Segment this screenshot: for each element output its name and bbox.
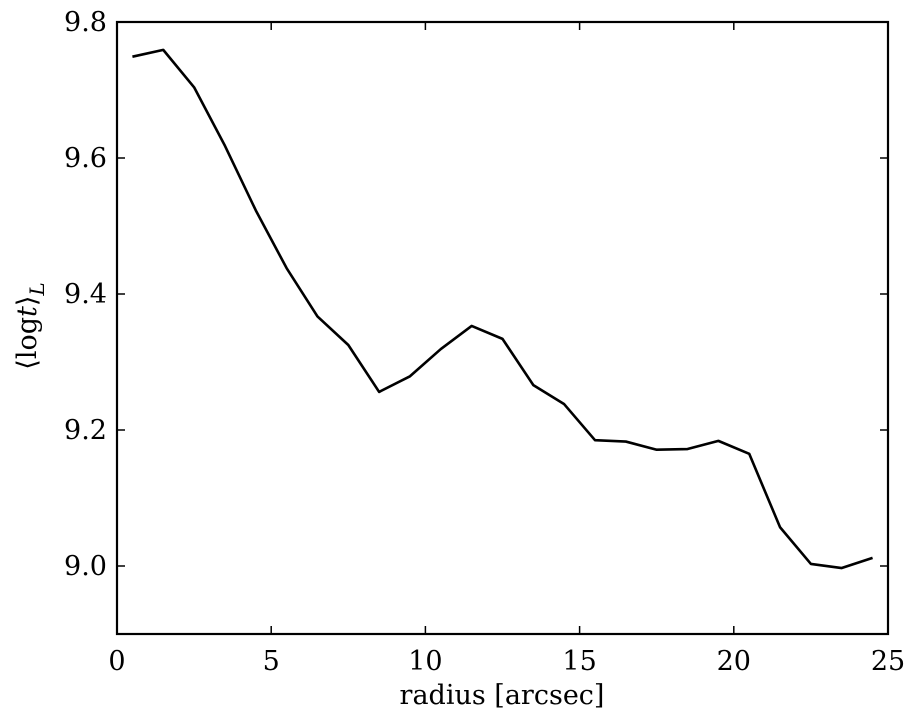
x-tick-label: 15 (562, 646, 596, 677)
axis-ticks (116, 21, 889, 634)
x-tick-label: 20 (717, 646, 751, 677)
tick-labels: 0 5 10 15 20 25 9.0 9.2 9.4 9.6 9.8 (64, 7, 905, 677)
y-tick-label: 9.8 (64, 7, 107, 38)
y-axis-label-subscript: L (25, 282, 49, 296)
x-tick-label: 25 (871, 646, 905, 677)
y-axis-label: ⟨logt⟩L (12, 282, 49, 369)
plot-frame (115, 20, 890, 636)
x-axis-label: radius [arcsec] (400, 680, 605, 711)
y-tick-label: 9.6 (64, 143, 107, 174)
plot-area (115, 20, 890, 636)
y-tick-label: 9.2 (64, 415, 107, 446)
series-line-0 (132, 48, 873, 570)
x-tick-label: 5 (263, 646, 280, 677)
x-tick-label: 0 (108, 646, 125, 677)
y-axis-label-open: ⟨ (12, 359, 43, 370)
y-tick-label: 9.4 (64, 279, 107, 310)
x-tick-label: 10 (408, 646, 442, 677)
y-axis-label-var: t (12, 306, 43, 317)
y-axis-label-func: log (12, 317, 43, 359)
y-tick-label: 9.0 (64, 551, 107, 582)
y-axis-label-close: ⟩ (12, 296, 43, 307)
